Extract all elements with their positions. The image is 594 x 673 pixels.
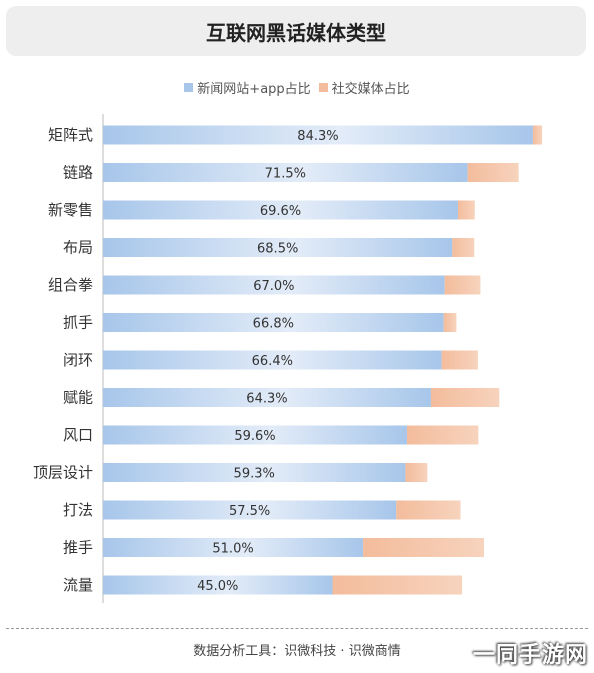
bar-news [103,275,445,295]
category-label: 链路 [63,164,93,182]
bar-social [396,500,461,520]
title-panel: 互联网黑话媒体类型 [6,6,586,56]
bar-news [103,575,333,595]
bar-social [363,538,484,557]
data-label: 51.0% [212,542,253,557]
bar-news [103,238,453,257]
bar-news [103,350,442,370]
category-label: 新零售 [48,201,93,219]
category-label: 闭环 [63,351,93,369]
bar-social [332,575,463,595]
bar-social [443,313,457,332]
watermark-logo: 一同手游网 [472,643,588,668]
data-label: 68.5% [257,242,298,257]
bar-news [103,313,444,332]
data-label: 67.0% [253,279,294,294]
category-label: 布局 [63,239,93,257]
bar-news [103,538,364,557]
category-label: 抓手 [63,314,93,332]
footer-divider [6,628,588,629]
legend-label-news: 新闻网站+app占比 [197,82,311,97]
category-label: 打法 [63,501,93,519]
bar-social [441,350,478,370]
data-label: 66.8% [253,317,294,332]
data-label: 69.6% [260,204,301,219]
bar-news [103,500,397,520]
bar-social [467,163,519,182]
data-label: 64.3% [246,392,287,407]
category-label: 推手 [63,539,93,557]
bar-social [430,388,500,407]
legend-swatch-news [184,83,194,92]
bar-news [103,200,458,220]
legend-swatch-social [318,83,328,92]
bar-news [103,463,406,482]
category-label: 顶层设计 [33,464,93,482]
legend-item-social: 社交媒体占比 [318,78,410,97]
bar-news [103,125,533,145]
bar-social [532,125,543,145]
bar-social [405,463,428,482]
bar-social [444,275,481,295]
bar-news [103,163,468,182]
data-label: 66.4% [252,354,293,369]
bar-social [406,425,479,445]
category-label: 矩阵式 [48,126,93,144]
data-label: 57.5% [229,504,270,519]
data-label: 71.5% [265,167,306,182]
data-label: 84.3% [297,129,338,144]
bar-news [103,425,407,445]
data-label: 45.0% [197,579,238,594]
legend-item-news: 新闻网站+app占比 [184,78,311,97]
legend: 新闻网站+app占比 社交媒体占比 [0,78,594,97]
footer-source: 数据分析工具：识微科技 · 识微商情 [193,644,401,659]
data-label: 59.3% [234,467,275,482]
bar-chart: 矩阵式 84.3% 链路 71.5% 新零售 69.6% 布局 68.5% 组合拳 67.0% 抓手… [33,114,543,603]
category-label: 流量 [63,576,93,594]
bar-social [457,200,475,220]
bar-news [103,388,431,407]
category-label: 组合拳 [48,276,93,294]
category-label: 风口 [63,426,93,444]
data-label: 59.6% [234,429,275,444]
chart-title: 互联网黑话媒体类型 [206,20,386,45]
category-label: 赋能 [63,389,93,407]
legend-label-social: 社交媒体占比 [331,82,410,97]
bar-social [452,238,475,257]
